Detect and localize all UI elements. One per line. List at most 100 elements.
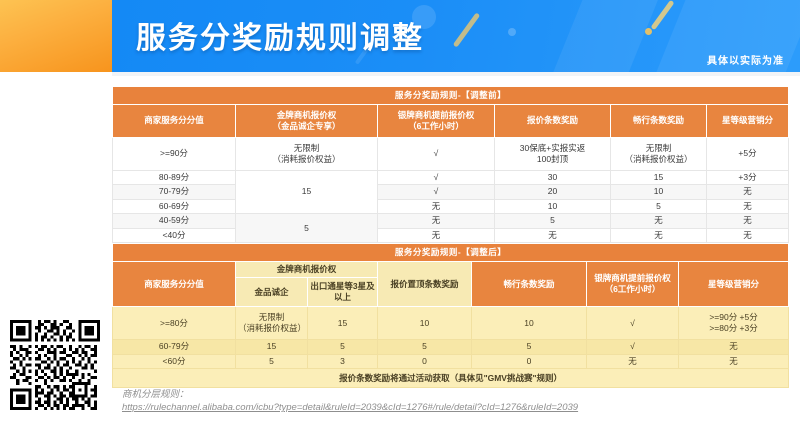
th-gold-quote: 金牌商机报价权 （金品诚企专享） — [235, 104, 378, 138]
rule-link[interactable]: https://rulechannel.alibaba.com/icbu?typ… — [122, 402, 579, 413]
banner-orange-gap — [0, 72, 112, 78]
table-row: 60-79分 15 5 5 5 √ 无 — [112, 339, 790, 355]
cell-silver-quote: √ — [377, 184, 495, 200]
cell-gold-quote-merged: 15 — [235, 169, 378, 215]
cell-silver-quote: 无 — [377, 198, 495, 215]
th-gold-quote-main: 金牌商机报价权 — [276, 109, 337, 120]
th-silver-quote: 银牌商机提前报价权 （6工作小时） — [377, 104, 495, 138]
page-title: 服务分奖励规则调整 — [136, 21, 424, 56]
cell-quote-top: 0 — [377, 353, 472, 370]
th-quote-top: 报价置顶条数奖励 — [377, 261, 472, 308]
rules-tables: 服务分奖励规则-【调整前】 商家服务分分值 金牌商机报价权 （金品诚企专享） 银… — [111, 86, 790, 389]
table-after-title-row: 服务分奖励规则-【调整后】 — [111, 243, 790, 263]
table-row: 70-79分 √ 20 10 无 — [112, 184, 789, 200]
left-white-strip — [0, 78, 106, 310]
table-after-header-row-1: 商家服务分分值 金牌商机报价权 报价置顶条数奖励 畅行条数奖励 银牌商机提前报价… — [112, 261, 790, 308]
cell-score: 80-89分 — [112, 169, 236, 186]
banner-note: 具体以实际为准 — [707, 56, 784, 67]
table-row: >=80分 无限制 （消耗报价权益） 15 10 10 √ >=90分 +5分 … — [112, 306, 790, 341]
th-silver-quote-main: 银牌商机提前报价权 — [397, 109, 475, 120]
cell-silver-quote: 无 — [586, 353, 679, 370]
cell-free-count: 无 — [610, 213, 707, 229]
table-row: 60-69分 无 10 5 无 — [112, 198, 789, 215]
footer: 商机分层规则： https://rulechannel.alibaba.com/… — [122, 386, 782, 413]
table-row: 40-59分 5 无 5 无 无 — [112, 213, 789, 244]
cell-quote-count: 30保底+实报实返 100封顶 — [494, 137, 611, 171]
table-after-note: 报价条数奖励将通过活动获取（具体见"GMV挑战赛"规则） — [111, 368, 790, 389]
table-before-title: 服务分奖励规则-【调整前】 — [112, 86, 789, 105]
table-before-header-row: 商家服务分分值 金牌商机报价权 （金品诚企专享） 银牌商机提前报价权 （6工作小… — [112, 104, 789, 138]
cell-star-marketing: +5分 — [706, 137, 789, 171]
cell-gold-jp: 15 — [235, 339, 308, 355]
th-quote-count: 报价条数奖励 — [494, 104, 611, 138]
cell-quote-top: 10 — [377, 306, 472, 341]
cell-free-count-main: 无限制 — [645, 142, 672, 153]
th-silver-quote-sub: （6工作小时） — [408, 121, 464, 131]
cell-free-count: 无限制 （消耗报价权益） — [610, 137, 707, 171]
cell-star-marketing: 无 — [706, 213, 789, 229]
th-silver-quote: 银牌商机提前报价权（6工作小时） — [586, 261, 679, 308]
table-after-note-row: 报价条数奖励将通过活动获取（具体见"GMV挑战赛"规则） — [111, 368, 790, 389]
cell-gold-jp-main: 无限制 — [258, 311, 285, 322]
cell-gold-jp: 无限制 （消耗报价权益） — [235, 306, 308, 341]
table-after-header-row-2: 金品诚企 出口通星等3星及以上 — [113, 277, 789, 308]
cell-quote-count: 30 — [494, 169, 611, 186]
cell-score: 40-59分 — [112, 213, 236, 229]
cell-silver-quote: √ — [586, 339, 679, 355]
cell-gold-jp: 5 — [235, 353, 308, 370]
cell-silver-quote: 无 — [377, 227, 495, 244]
table-rules-after: 服务分奖励规则-【调整后】 商家服务分分值 金牌商机报价权 报价置顶条数奖励 畅… — [111, 243, 790, 389]
qr-code-graphic — [10, 320, 100, 410]
th-gold-jp: 金品诚企 — [235, 277, 308, 308]
table-before-title-row: 服务分奖励规则-【调整前】 — [112, 86, 789, 105]
decor-circle-2 — [508, 28, 516, 36]
decor-dot-gold — [645, 28, 652, 35]
th-score: 商家服务分分值 — [112, 104, 236, 138]
cell-gold-jp-sub: （消耗报价权益） — [238, 323, 307, 334]
table-row: >=90分 无限制 （消耗报价权益） √ 30保底+实报实返 100封顶 无限制… — [112, 137, 789, 171]
decor-wedge-1 — [541, 0, 663, 72]
cell-score: 60-79分 — [112, 339, 236, 355]
cell-quote-count-main: 30保底+实报实返 — [519, 142, 586, 153]
cell-gold-quote-main: 无限制 — [293, 142, 320, 153]
cell-score: >=90分 — [112, 137, 236, 171]
cell-gold-star: 5 — [307, 339, 378, 355]
cell-free-count: 5 — [471, 339, 587, 355]
decor-circle-1 — [412, 5, 436, 29]
cell-free-count: 15 — [610, 169, 707, 186]
cell-silver-quote: √ — [586, 306, 679, 341]
cell-free-count: 10 — [610, 184, 707, 200]
cell-quote-top: 5 — [377, 339, 472, 355]
table-row: <40分 无 无 无 无 — [112, 227, 789, 244]
cell-gold-quote-sub: （消耗报价权益） — [272, 154, 341, 164]
table-row: <60分 5 3 0 0 无 无 — [112, 353, 790, 370]
cell-free-count-sub: （消耗报价权益） — [624, 154, 693, 164]
cell-star-marketing-sub: >=80分 +3分 — [709, 323, 758, 334]
footer-label: 商机分层规则： — [122, 389, 189, 400]
cell-score: 60-69分 — [112, 198, 236, 215]
banner-underline — [112, 72, 800, 76]
cell-quote-count: 无 — [494, 227, 611, 244]
cell-gold-star: 3 — [307, 353, 378, 370]
cell-score: 70-79分 — [112, 184, 236, 200]
cell-score: <60分 — [112, 353, 236, 370]
cell-free-count: 0 — [471, 353, 587, 370]
qr-code — [8, 318, 102, 412]
cell-star-marketing: 无 — [677, 353, 790, 370]
cell-star-marketing: +3分 — [706, 169, 789, 186]
cell-gold-quote: 无限制 （消耗报价权益） — [235, 137, 378, 171]
th-gold-star: 出口通星等3星及以上 — [307, 277, 378, 308]
cell-star-marketing: 无 — [677, 339, 790, 355]
th-free-count: 畅行条数奖励 — [471, 261, 587, 308]
cell-score: <40分 — [112, 227, 236, 244]
cell-quote-count-sub: 100封顶 — [536, 154, 569, 164]
th-score: 商家服务分分值 — [112, 261, 236, 308]
table-after-title: 服务分奖励规则-【调整后】 — [111, 243, 790, 263]
cell-silver-quote: 无 — [377, 213, 495, 229]
cell-free-count: 无 — [610, 227, 707, 244]
banner-orange-block — [0, 0, 112, 72]
cell-free-count: 5 — [610, 198, 707, 215]
th-gold-quote-sub: （金品诚企专享） — [272, 121, 341, 131]
banner-blue-block: 服务分奖励规则调整 具体以实际为准 — [112, 0, 800, 72]
cell-star-marketing: 无 — [706, 227, 789, 244]
